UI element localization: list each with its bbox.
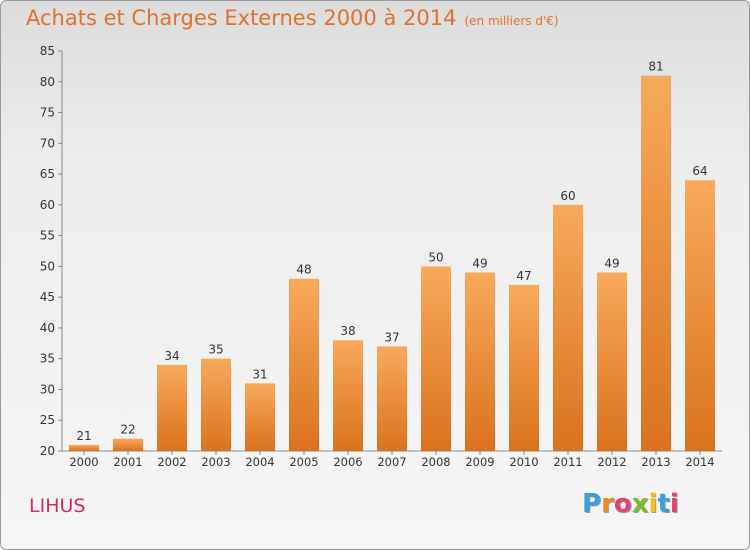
x-tick-label: 2014 — [685, 455, 714, 469]
x-tick-label: 2001 — [113, 455, 142, 469]
y-tick-label: 25 — [40, 413, 55, 427]
value-label-2010: 47 — [516, 269, 531, 283]
logo-letter: P — [582, 489, 602, 519]
y-tick-label: 75 — [40, 106, 55, 120]
bar-2003 — [201, 358, 231, 451]
value-label-2001: 22 — [120, 423, 135, 437]
x-tick-label: 2013 — [641, 455, 670, 469]
proxiti-logo: Proxiti — [582, 489, 679, 519]
value-label-2012: 49 — [604, 257, 619, 271]
bar-2011 — [553, 204, 583, 451]
x-tick-label: 2000 — [69, 455, 98, 469]
y-tick-label: 60 — [40, 198, 55, 212]
bar-2008 — [421, 266, 451, 451]
y-tick-label: 80 — [40, 75, 55, 89]
bar-2005 — [289, 278, 319, 451]
y-tick-label: 20 — [40, 444, 55, 458]
value-label-2002: 34 — [164, 349, 179, 363]
bar-2004 — [245, 383, 275, 451]
value-label-2006: 38 — [340, 324, 355, 338]
logo-letter: x — [631, 489, 649, 519]
bar-2010 — [509, 284, 539, 451]
bar-2009 — [465, 272, 495, 451]
bar-2001 — [113, 438, 143, 451]
value-labels: 21 22 34 35 31 48 38 37 50 49 47 60 49 81 64 — [76, 60, 707, 443]
y-tick-label: 35 — [40, 352, 55, 366]
commune-name: LIHUS — [29, 495, 86, 517]
x-tick-label: 2012 — [597, 455, 626, 469]
x-tick-label: 2011 — [553, 455, 582, 469]
value-label-2004: 31 — [252, 367, 267, 381]
y-tick-label: 40 — [40, 321, 55, 335]
chart-title: Achats et Charges Externes 2000 à 2014 (e… — [26, 6, 559, 30]
bar-2013 — [641, 75, 671, 451]
x-tick-label: 2003 — [201, 455, 230, 469]
bar-2000 — [69, 444, 99, 451]
value-label-2011: 60 — [560, 189, 575, 203]
value-label-2000: 21 — [76, 429, 91, 443]
x-tick-label: 2004 — [245, 455, 274, 469]
x-tick-label: 2010 — [509, 455, 538, 469]
y-tick-label: 85 — [40, 44, 55, 58]
y-tick-label: 65 — [40, 167, 55, 181]
value-label-2009: 49 — [472, 257, 487, 271]
chart-title-text: Achats et Charges Externes 2000 à 2014 — [26, 6, 457, 30]
value-label-2003: 35 — [208, 343, 223, 357]
value-label-2013: 81 — [648, 60, 663, 74]
value-label-2014: 64 — [692, 164, 707, 178]
logo-letter: i — [669, 489, 679, 519]
chart-subtitle: (en milliers d'€) — [464, 14, 559, 28]
x-tick-label: 2002 — [157, 455, 186, 469]
logo-letter: t — [657, 489, 670, 519]
bars — [69, 75, 715, 451]
bar-2007 — [377, 346, 407, 451]
x-tick-label: 2008 — [421, 455, 450, 469]
y-tick-label: 55 — [40, 229, 55, 243]
logo-letter: o — [613, 489, 632, 519]
x-tick-label: 2005 — [289, 455, 318, 469]
bar-2006 — [333, 340, 363, 451]
y-tick-label: 70 — [40, 136, 55, 150]
y-tick-label: 50 — [40, 259, 55, 273]
bar-2014 — [685, 180, 715, 451]
x-tick-label: 2009 — [465, 455, 494, 469]
y-tick-label: 30 — [40, 382, 55, 396]
x-tick-label: 2006 — [333, 455, 362, 469]
value-label-2005: 48 — [296, 263, 311, 277]
y-tick-label: 45 — [40, 290, 55, 304]
bar-2012 — [597, 272, 627, 451]
x-tick-label: 2007 — [377, 455, 406, 469]
value-label-2007: 37 — [384, 330, 399, 344]
bar-2002 — [157, 364, 187, 451]
value-label-2008: 50 — [428, 250, 443, 264]
logo-letter: r — [601, 489, 614, 519]
logo-letter: i — [648, 489, 658, 519]
